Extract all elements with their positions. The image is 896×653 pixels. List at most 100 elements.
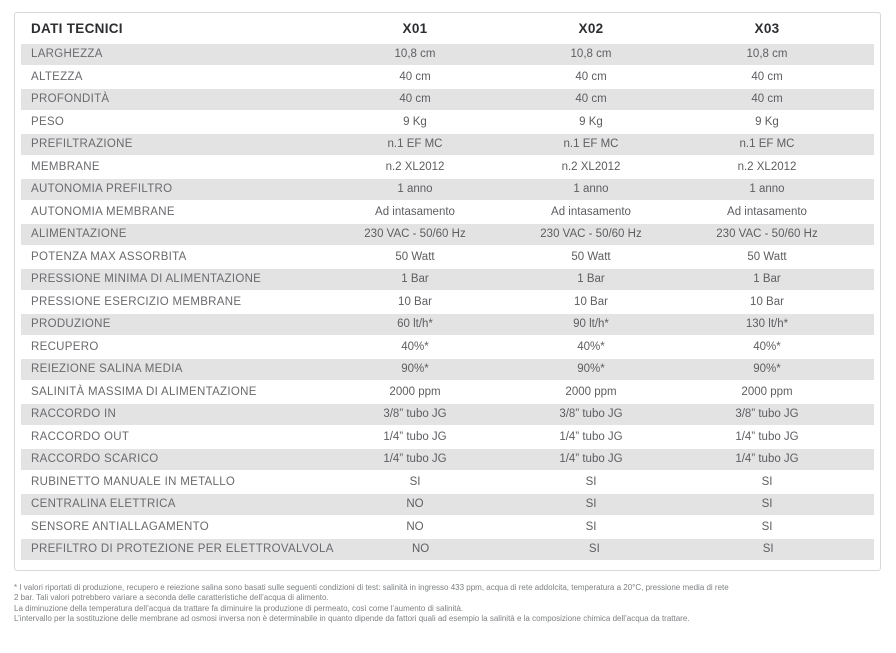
row-value-x03: 10 Bar xyxy=(750,295,784,308)
row-value-x02: 90%* xyxy=(577,363,605,376)
table-row: RACCORDO SCARICO 1/4” tubo JG 1/4” tubo … xyxy=(21,449,874,470)
row-value-x02: SI xyxy=(585,475,597,488)
table-row: AUTONOMIA MEMBRANE Ad intasamento Ad int… xyxy=(21,202,874,223)
row-label: PRODUZIONE xyxy=(31,318,111,331)
row-value-x01: Ad intasamento xyxy=(375,205,455,218)
row-label: RACCORDO SCARICO xyxy=(31,453,159,466)
row-value-x01: 1 anno xyxy=(397,183,433,196)
row-value-x02: SI xyxy=(588,543,600,556)
row-value-x01: 40 cm xyxy=(399,70,431,83)
row-value-x02: 3/8” tubo JG xyxy=(559,408,623,421)
table-row: PESO 9 Kg 9 Kg 9 Kg xyxy=(21,112,874,133)
table-row: PRESSIONE MINIMA DI ALIMENTAZIONE 1 Bar … xyxy=(21,269,874,290)
row-value-x03: 40 cm xyxy=(751,70,783,83)
row-value-x02: 1 anno xyxy=(573,183,609,196)
row-value-x03: SI xyxy=(761,498,773,511)
row-label: PREFILTRAZIONE xyxy=(31,138,133,151)
row-value-x03: 1/4” tubo JG xyxy=(735,453,799,466)
row-value-x03: SI xyxy=(762,543,774,556)
table-row: PREFILTRAZIONE n.1 EF MC n.1 EF MC n.1 E… xyxy=(21,134,874,155)
table-body: LARGHEZZA 10,8 cm 10,8 cm 10,8 cm ALTEZZ… xyxy=(21,44,874,560)
row-value-x03: 1 anno xyxy=(749,183,785,196)
row-label: PRESSIONE MINIMA DI ALIMENTAZIONE xyxy=(31,273,262,286)
row-value-x01: 1/4” tubo JG xyxy=(383,453,447,466)
row-value-x02: 1/4” tubo JG xyxy=(559,430,623,443)
table-row: PRESSIONE ESERCIZIO MEMBRANE 10 Bar 10 B… xyxy=(21,292,874,313)
row-value-x02: Ad intasamento xyxy=(551,205,631,218)
row-value-x02: n.2 XL2012 xyxy=(561,160,621,173)
row-value-x02: 10,8 cm xyxy=(570,48,612,61)
row-label: PREFILTRO DI PROTEZIONE PER ELETTROVALVO… xyxy=(31,543,334,556)
row-value-x01: 1/4” tubo JG xyxy=(383,430,447,443)
row-value-x03: n.2 XL2012 xyxy=(737,160,797,173)
row-value-x02: 90 lt/h* xyxy=(573,318,609,331)
table-row: RACCORDO OUT 1/4” tubo JG 1/4” tubo JG 1… xyxy=(21,427,874,448)
row-label: CENTRALINA ELETTRICA xyxy=(31,498,176,511)
row-value-x03: 9 Kg xyxy=(755,115,779,128)
row-value-x03: 2000 ppm xyxy=(741,385,793,398)
row-value-x03: SI xyxy=(761,520,773,533)
table-row: PROFONDITÀ 40 cm 40 cm 40 cm xyxy=(21,89,874,110)
row-value-x02: 40%* xyxy=(577,340,605,353)
row-value-x01: 40 cm xyxy=(399,93,431,106)
table-title: DATI TECNICI xyxy=(31,21,123,36)
table-row: REIEZIONE SALINA MEDIA 90%* 90%* 90%* xyxy=(21,359,874,380)
row-label: RUBINETTO MANUALE IN METALLO xyxy=(31,475,236,488)
row-label: MEMBRANE xyxy=(31,160,100,173)
table-row: ALTEZZA 40 cm 40 cm 40 cm xyxy=(21,67,874,88)
row-label: PRESSIONE ESERCIZIO MEMBRANE xyxy=(31,295,242,308)
row-value-x01: NO xyxy=(406,498,424,511)
spec-table: DATI TECNICI X01 X02 X03 LARGHEZZA 10,8 … xyxy=(14,12,881,571)
row-value-x01: 50 Watt xyxy=(395,250,435,263)
table-row: AUTONOMIA PREFILTRO 1 anno 1 anno 1 anno xyxy=(21,179,874,200)
row-value-x01: 10,8 cm xyxy=(394,48,436,61)
table-row: POTENZA MAX ASSORBITA 50 Watt 50 Watt 50… xyxy=(21,247,874,268)
row-value-x03: 130 lt/h* xyxy=(745,318,789,331)
row-value-x01: 9 Kg xyxy=(403,115,427,128)
column-header-x02: X02 xyxy=(578,21,604,36)
row-value-x02: SI xyxy=(585,498,597,511)
row-value-x03: Ad intasamento xyxy=(727,205,807,218)
row-value-x02: 40 cm xyxy=(575,70,607,83)
row-value-x01: n.2 XL2012 xyxy=(385,160,445,173)
row-value-x01: 2000 ppm xyxy=(389,385,441,398)
row-value-x02: 230 VAC - 50/60 Hz xyxy=(540,228,642,241)
row-label: POTENZA MAX ASSORBITA xyxy=(31,250,187,263)
column-header-x01: X01 xyxy=(402,21,428,36)
row-value-x01: 3/8” tubo JG xyxy=(383,408,447,421)
row-label: AUTONOMIA PREFILTRO xyxy=(31,183,173,196)
row-value-x02: SI xyxy=(585,520,597,533)
table-row: ALIMENTAZIONE 230 VAC - 50/60 Hz 230 VAC… xyxy=(21,224,874,245)
row-value-x02: 50 Watt xyxy=(571,250,611,263)
column-header-x03: X03 xyxy=(754,21,780,36)
row-value-x01: NO xyxy=(406,520,424,533)
table-row: MEMBRANE n.2 XL2012 n.2 XL2012 n.2 XL201… xyxy=(21,157,874,178)
footnote-line: 2 bar. Tali valori potrebbero variare a … xyxy=(14,593,329,603)
row-value-x01: NO xyxy=(411,543,430,556)
row-label: ALTEZZA xyxy=(31,70,83,83)
row-label: SENSORE ANTIALLAGAMENTO xyxy=(31,520,209,533)
row-label: REIEZIONE SALINA MEDIA xyxy=(31,363,183,376)
row-value-x02: 2000 ppm xyxy=(565,385,617,398)
row-value-x01: 90%* xyxy=(401,363,429,376)
row-label: SALINITÀ MASSIMA DI ALIMENTAZIONE xyxy=(31,385,257,398)
row-value-x01: 60 lt/h* xyxy=(397,318,433,331)
row-label: RACCORDO IN xyxy=(31,408,117,421)
row-label: RECUPERO xyxy=(31,340,99,353)
row-value-x03: SI xyxy=(761,475,773,488)
row-label: PROFONDITÀ xyxy=(31,93,110,106)
row-label: PESO xyxy=(31,115,65,128)
row-value-x01: 10 Bar xyxy=(398,295,432,308)
table-row: CENTRALINA ELETTRICA NO SI SI xyxy=(21,494,874,515)
table-row: RACCORDO IN 3/8” tubo JG 3/8” tubo JG 3/… xyxy=(21,404,874,425)
row-value-x01: 1 Bar xyxy=(401,273,429,286)
row-value-x01: n.1 EF MC xyxy=(387,138,443,151)
row-value-x02: 9 Kg xyxy=(579,115,603,128)
row-label: ALIMENTAZIONE xyxy=(31,228,127,241)
row-value-x03: 1 Bar xyxy=(753,273,781,286)
table-row: RUBINETTO MANUALE IN METALLO SI SI SI xyxy=(21,472,874,493)
table-row: SENSORE ANTIALLAGAMENTO NO SI SI xyxy=(21,517,874,538)
table-row: RECUPERO 40%* 40%* 40%* xyxy=(21,337,874,358)
row-value-x02: 40 cm xyxy=(575,93,607,106)
